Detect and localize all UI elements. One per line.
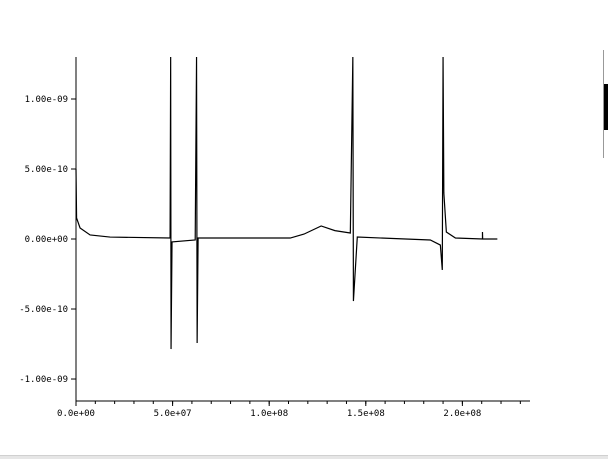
y-tick-label: 5.00e-10: [25, 165, 68, 175]
y-tick-label: 1.00e-09: [25, 95, 68, 105]
y-ticks: 1.00e-09 5.00e-10 0.00e+00 -5.00e-10 -1.00e-…: [19, 95, 76, 385]
series-line: [75, 56, 498, 350]
y-tick-label: -5.00e-10: [19, 305, 68, 315]
axes: [75, 57, 530, 402]
series-group: [75, 56, 498, 350]
x-ticks: 0.0e+00 5.0e+07 1.0e+08 1.5e+08 2.0e+08: [57, 401, 521, 419]
bottom-border: [0, 455, 608, 459]
x-tick-label: 1.0e+08: [250, 409, 288, 419]
x-tick-label: 2.0e+08: [443, 409, 481, 419]
scrollbar-thumb[interactable]: [604, 84, 608, 130]
x-tick-label: 0.0e+00: [57, 409, 95, 419]
x-tick-label: 5.0e+07: [154, 409, 192, 419]
x-tick-label: 1.5e+08: [347, 409, 385, 419]
y-tick-label: -1.00e-09: [19, 375, 68, 385]
y-tick-label: 0.00e+00: [25, 235, 68, 245]
